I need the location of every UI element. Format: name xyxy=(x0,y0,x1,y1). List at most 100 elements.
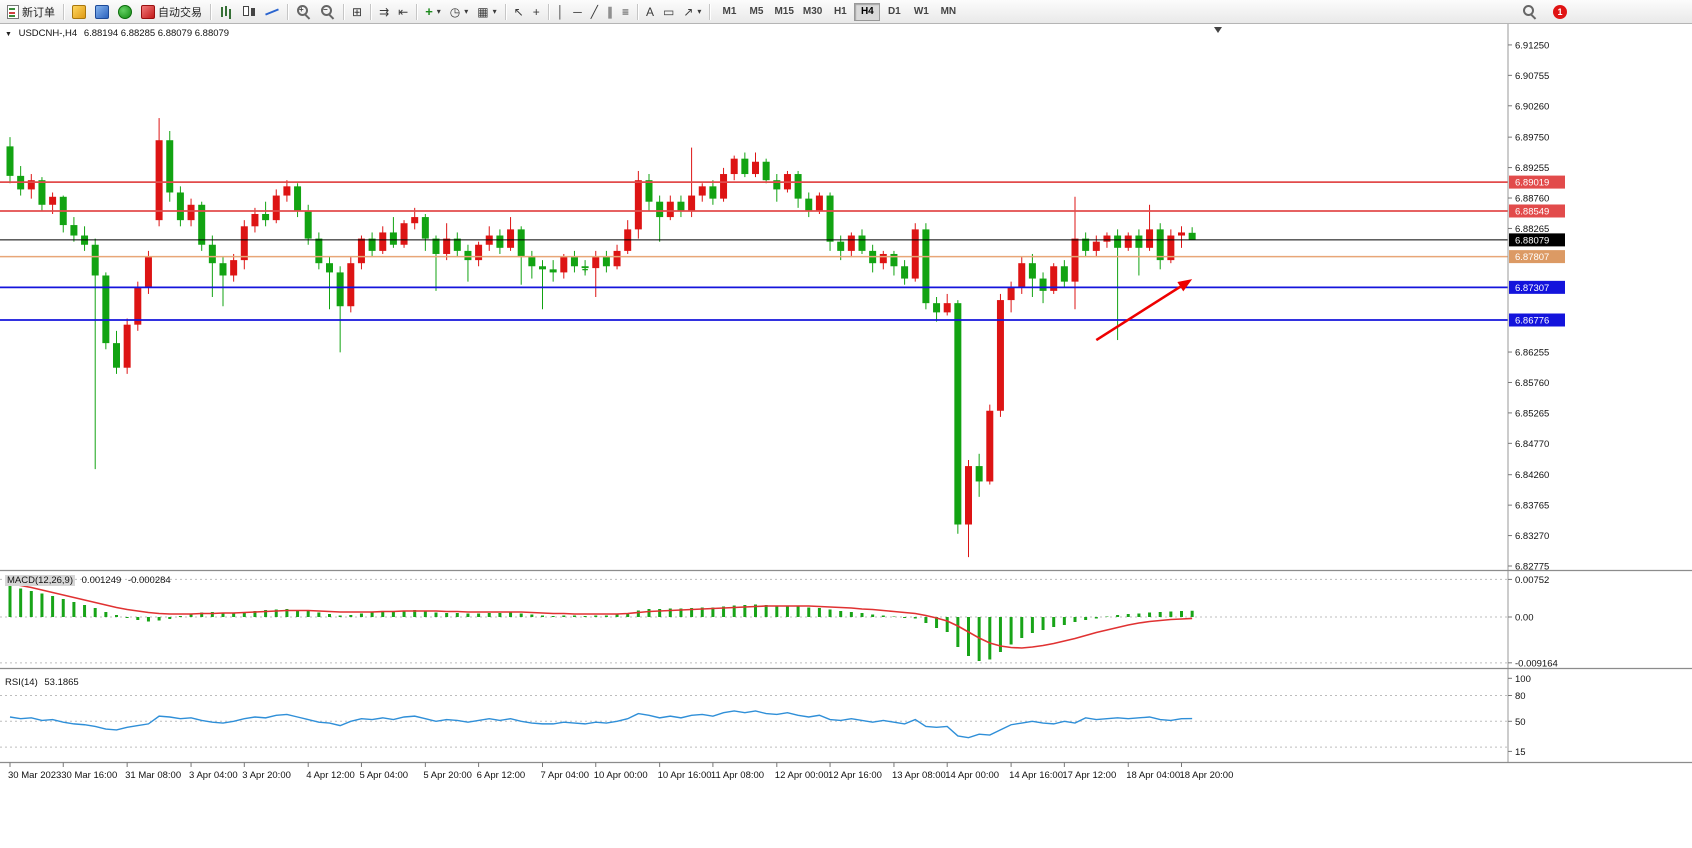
timeframe-h1-button[interactable]: H1 xyxy=(827,3,853,21)
candle xyxy=(1060,266,1068,282)
candle xyxy=(1103,235,1111,242)
candle xyxy=(922,229,930,304)
equidistant-channel-button[interactable]: ∥ xyxy=(603,2,617,22)
strategy-tester-button[interactable] xyxy=(91,2,113,22)
timeframe-m1-button[interactable]: M1 xyxy=(716,3,742,21)
community-icon xyxy=(118,4,132,19)
macd-label: MACD(12,26,9) xyxy=(5,575,75,586)
toolbar-separator xyxy=(287,3,288,20)
price-axis[interactable]: 6.91250 6.90755 6.90260 6.89750 6.89255 6.887… xyxy=(1507,24,1565,762)
timeframe-w1-button[interactable]: W1 xyxy=(908,3,934,21)
new-order-button[interactable]: 新订单 xyxy=(3,2,59,22)
fibonacci-button[interactable]: ≡ xyxy=(618,2,633,22)
cross-marker[interactable]: + xyxy=(582,265,588,277)
price-badge xyxy=(1509,313,1565,327)
metaeditor-button[interactable] xyxy=(68,2,90,22)
time-tick-label: 14 Apr 16:00 xyxy=(1009,770,1063,781)
tile-windows-button[interactable]: ⊞ xyxy=(348,2,366,22)
price-badge xyxy=(1509,250,1565,264)
price-tick-label: 6.89255 xyxy=(1515,163,1549,174)
candle xyxy=(1050,266,1058,291)
trend-arrow[interactable] xyxy=(1095,285,1182,342)
candle xyxy=(389,232,397,245)
bar-chart-button[interactable] xyxy=(215,2,237,22)
new-order-label: 新订单 xyxy=(22,6,55,19)
periods-button[interactable]: ◷ ▾ xyxy=(446,2,473,22)
zoom-out-icon: − xyxy=(320,4,335,19)
candle xyxy=(38,180,46,205)
candle xyxy=(91,244,99,276)
vertical-line-button[interactable]: │ xyxy=(553,2,569,22)
candle xyxy=(826,195,834,242)
candle xyxy=(720,174,728,199)
trendline-button[interactable]: ╱ xyxy=(587,2,602,22)
chart-header: ▼ USDCNH-,H4 6.88194 6.88285 6.88079 6.8… xyxy=(5,28,233,39)
timeframe-d1-button[interactable]: D1 xyxy=(881,3,907,21)
chart-plot-area[interactable] xyxy=(0,24,1508,762)
price-badge-label: 6.87807 xyxy=(1515,252,1549,263)
candlestick-chart-icon xyxy=(242,5,256,19)
candle xyxy=(134,287,142,325)
price-tick-label: 6.85265 xyxy=(1515,408,1549,419)
candlestick-chart-button[interactable] xyxy=(238,2,260,22)
macd-panel: 0.00752 0.00 -0.009164 xyxy=(0,575,1558,669)
timeframe-m15-button[interactable]: M15 xyxy=(770,3,797,21)
candle xyxy=(1114,235,1122,248)
timeframe-mn-button[interactable]: MN xyxy=(935,3,961,21)
candle xyxy=(304,210,312,239)
trend-arrow-head[interactable] xyxy=(1177,279,1193,292)
candle xyxy=(965,466,972,525)
horizontal-line-button[interactable]: ─ xyxy=(569,2,586,22)
candle xyxy=(70,225,78,236)
candle xyxy=(645,180,653,202)
candle xyxy=(379,232,387,251)
timeframe-m5-button[interactable]: M5 xyxy=(743,3,769,21)
search-icon xyxy=(1522,4,1537,19)
text-label-button[interactable]: ▭ xyxy=(659,2,678,22)
macd-axis-label: 0.00752 xyxy=(1515,575,1549,586)
search-button[interactable] xyxy=(1518,2,1541,22)
chevron-down-icon: ▾ xyxy=(697,6,702,16)
autoscroll-marker-icon xyxy=(1214,27,1222,33)
indicators-plus-icon: + xyxy=(425,3,433,19)
chevron-down-icon: ▾ xyxy=(492,6,497,16)
community-button[interactable] xyxy=(114,2,136,22)
price-badge-label: 6.86776 xyxy=(1515,316,1549,327)
text-icon: A xyxy=(646,4,655,19)
price-badge-label: 6.89019 xyxy=(1515,178,1549,189)
rsi-header: RSI(14) 53.1865 xyxy=(5,677,83,688)
autotrading-button[interactable]: 自动交易 xyxy=(137,2,206,22)
candle xyxy=(1028,263,1036,279)
candle xyxy=(794,174,802,199)
candle xyxy=(357,238,365,264)
timeframe-h4-button[interactable]: H4 xyxy=(854,2,881,21)
time-tick-label: 12 Apr 00:00 xyxy=(775,770,829,781)
candle xyxy=(144,257,152,288)
candle xyxy=(613,250,621,267)
chart-shift-button[interactable]: ⇤ xyxy=(394,2,412,22)
candle xyxy=(230,260,238,276)
notifications-button[interactable]: 1 xyxy=(1549,2,1571,22)
timeframe-m30-button[interactable]: M30 xyxy=(799,3,826,21)
fibonacci-icon: ≡ xyxy=(621,4,629,19)
rsi-panel: 100 80 50 15 xyxy=(0,674,1531,758)
time-axis[interactable]: 30 Mar 2023 30 Mar 16:00 31 Mar 08:00 3 Apr… xyxy=(8,762,1233,782)
rsi-axis-label: 50 xyxy=(1515,717,1526,728)
collapse-chart-icon[interactable]: ▼ xyxy=(5,31,12,38)
template-icon: ▦ xyxy=(477,4,489,19)
templates-button[interactable]: ▦ ▾ xyxy=(473,2,500,22)
crosshair-button[interactable]: + xyxy=(529,2,544,22)
indicators-button[interactable]: + ▾ xyxy=(421,2,445,22)
auto-scroll-button[interactable]: ⇉ xyxy=(375,2,393,22)
cursor-button[interactable]: ↖ xyxy=(510,2,528,22)
candle xyxy=(549,269,557,273)
text-button[interactable]: A xyxy=(642,2,658,22)
main-toolbar: 新订单 自动交易 + − ⊞ ⇉ ⇤ + ▾ ◷ ▾ ▦ ▾ ↖ + │ ─ ╱ ∥ … xyxy=(0,0,1692,24)
arrow-objects-button[interactable]: ↗ ▾ xyxy=(679,2,705,22)
zoom-in-button[interactable]: + xyxy=(292,2,315,22)
line-chart-button[interactable] xyxy=(261,2,283,22)
candle xyxy=(240,226,248,261)
zoom-out-button[interactable]: − xyxy=(316,2,339,22)
plus-sign: + xyxy=(299,5,304,14)
